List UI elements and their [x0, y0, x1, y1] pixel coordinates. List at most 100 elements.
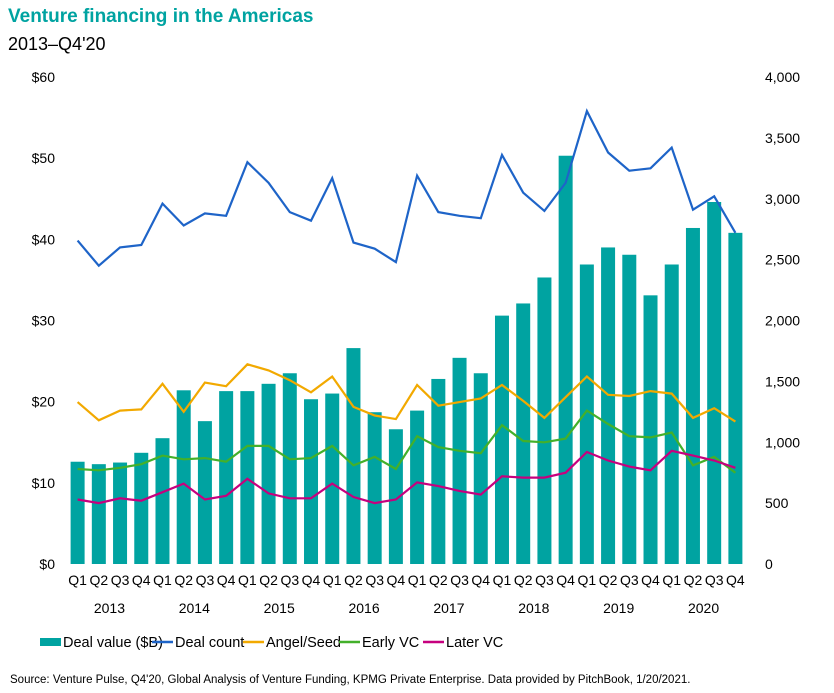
bar-deal-value — [558, 155, 573, 564]
quarter-tick: Q4 — [387, 572, 406, 588]
quarter-tick: Q1 — [153, 572, 172, 588]
bar-deal-value — [452, 357, 467, 564]
source-note: Source: Venture Pulse, Q4'20, Global Ana… — [10, 674, 691, 686]
year-label: 2015 — [264, 600, 295, 616]
quarter-tick: Q4 — [302, 572, 321, 588]
right-axis-tick: 500 — [765, 495, 789, 511]
quarter-tick: Q1 — [323, 572, 342, 588]
bar-deal-value — [431, 378, 446, 564]
quarter-tick: Q1 — [662, 572, 681, 588]
legend-label: Later VC — [446, 635, 503, 651]
left-axis-tick: $40 — [32, 231, 56, 247]
year-label: 2019 — [603, 600, 634, 616]
quarter-tick: Q2 — [684, 572, 703, 588]
bar-deal-value — [664, 264, 679, 564]
left-axis-tick: $0 — [39, 556, 55, 572]
quarter-tick: Q2 — [514, 572, 533, 588]
quarter-tick: Q1 — [238, 572, 257, 588]
legend-label: Deal count — [175, 635, 244, 651]
year-label: 2014 — [179, 600, 210, 616]
bar-deal-value — [176, 390, 191, 564]
quarter-tick: Q3 — [280, 572, 299, 588]
bar-deal-value — [70, 461, 85, 564]
quarter-tick: Q4 — [217, 572, 236, 588]
chart-title: Venture financing in the Americas — [8, 6, 314, 27]
bar-deal-value — [91, 464, 106, 564]
bar-deal-value — [579, 264, 594, 564]
legend-label: Angel/Seed — [266, 635, 341, 651]
quarter-tick: Q3 — [620, 572, 639, 588]
bar-deal-value — [304, 399, 319, 564]
quarter-tick: Q3 — [535, 572, 554, 588]
bar-deal-value — [346, 348, 361, 564]
bar-deal-value — [643, 295, 658, 564]
bar-deal-value — [494, 315, 509, 564]
year-label: 2013 — [94, 600, 125, 616]
quarter-tick: Q3 — [705, 572, 724, 588]
right-axis-tick: 2,000 — [765, 313, 800, 329]
bar-deal-value — [134, 452, 149, 564]
bar-deal-value — [473, 373, 488, 564]
quarter-tick: Q3 — [365, 572, 384, 588]
bar-deal-value — [282, 373, 297, 564]
bar-deal-value — [728, 232, 743, 564]
legend-label: Deal value ($B) — [63, 635, 163, 651]
right-axis-tick: 1,000 — [765, 434, 800, 450]
quarter-tick: Q2 — [259, 572, 278, 588]
legend-swatch — [40, 638, 61, 646]
left-axis-tick: $60 — [32, 69, 56, 85]
quarter-tick: Q2 — [429, 572, 448, 588]
bar-deal-value — [707, 201, 722, 564]
bar-deal-value — [601, 247, 616, 564]
bar-deal-value — [367, 412, 382, 564]
quarter-tick: Q2 — [344, 572, 363, 588]
bar-deal-value — [197, 421, 212, 564]
year-label: 2018 — [518, 600, 549, 616]
right-axis-tick: 3,000 — [765, 191, 800, 207]
legend-label: Early VC — [362, 635, 419, 651]
line-later-vc — [77, 449, 736, 505]
year-label: 2020 — [688, 600, 719, 616]
quarter-tick: Q3 — [196, 572, 215, 588]
quarter-tick: Q1 — [493, 572, 512, 588]
bar-deal-value — [261, 383, 276, 564]
chart-subtitle: 2013–Q4'20 — [8, 34, 106, 54]
left-axis-tick: $20 — [32, 394, 56, 410]
year-label: 2016 — [348, 600, 379, 616]
right-axis-tick: 4,000 — [765, 69, 800, 85]
quarter-tick: Q3 — [450, 572, 469, 588]
left-axis-tick: $30 — [32, 313, 56, 329]
bar-deal-value — [537, 277, 552, 564]
quarter-tick: Q4 — [556, 572, 575, 588]
quarter-tick: Q1 — [578, 572, 597, 588]
right-axis-tick: 3,500 — [765, 130, 800, 146]
quarter-tick: Q2 — [174, 572, 193, 588]
bar-deal-value — [155, 438, 170, 564]
left-axis-tick: $50 — [32, 150, 56, 166]
bar-deal-value — [219, 391, 234, 564]
bar-deal-value — [410, 410, 425, 564]
line-early-vc — [77, 409, 737, 474]
bar-deal-value — [113, 462, 128, 564]
bar-deal-value — [325, 393, 340, 564]
quarter-tick: Q3 — [111, 572, 130, 588]
left-axis-tick: $10 — [32, 475, 56, 491]
year-label: 2017 — [433, 600, 464, 616]
right-axis-tick: 0 — [765, 556, 773, 572]
quarter-tick: Q4 — [726, 572, 745, 588]
bar-deal-value — [516, 303, 531, 564]
quarter-tick: Q1 — [408, 572, 427, 588]
quarter-tick: Q2 — [599, 572, 618, 588]
quarter-tick: Q4 — [471, 572, 490, 588]
right-axis-tick: 1,500 — [765, 373, 800, 389]
line-deal-count — [76, 108, 737, 268]
quarter-tick: Q2 — [89, 572, 108, 588]
right-axis-tick: 2,500 — [765, 252, 800, 268]
quarter-tick: Q4 — [132, 572, 151, 588]
quarter-tick: Q1 — [68, 572, 87, 588]
quarter-tick: Q4 — [641, 572, 660, 588]
line-angel-seed — [76, 363, 736, 423]
bar-deal-value — [622, 254, 637, 564]
bar-deal-value — [685, 227, 700, 564]
